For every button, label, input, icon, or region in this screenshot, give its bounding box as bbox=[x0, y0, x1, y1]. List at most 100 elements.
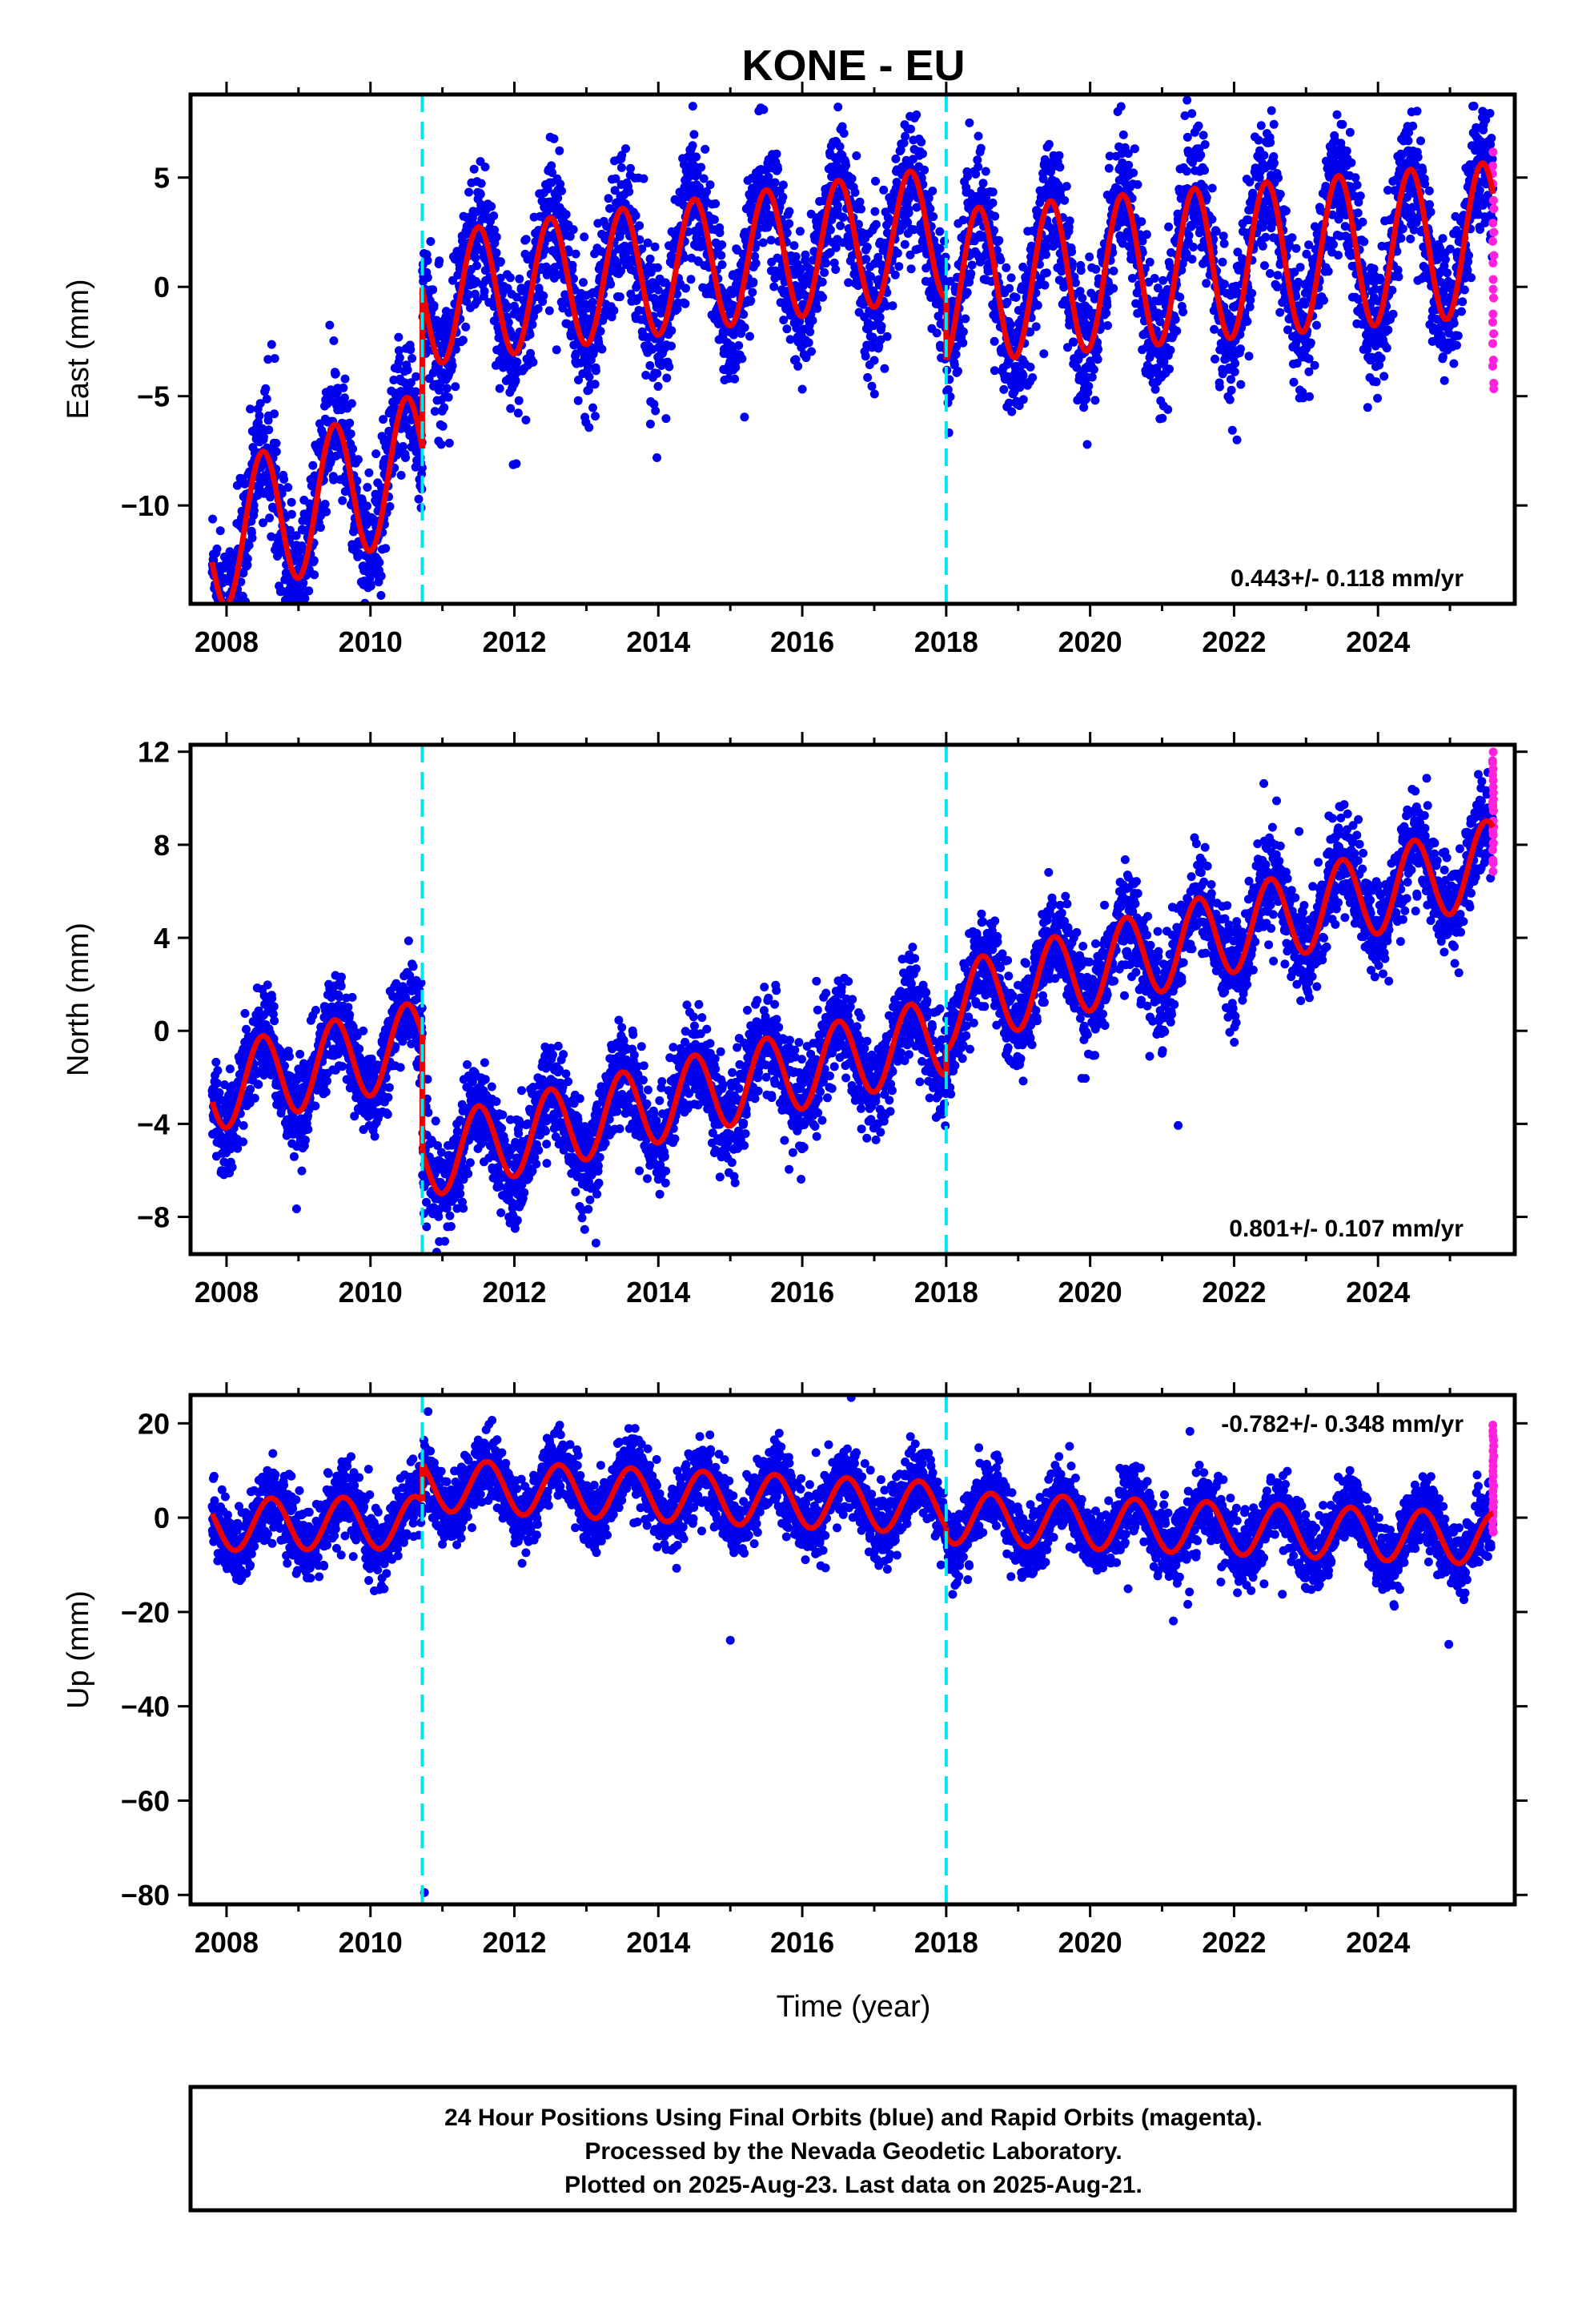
final-orbit-point bbox=[1042, 268, 1051, 278]
final-orbit-point bbox=[667, 326, 677, 336]
final-orbit-point bbox=[426, 237, 436, 246]
final-orbit-point bbox=[1363, 403, 1372, 412]
final-orbit-point bbox=[331, 369, 340, 379]
final-orbit-point bbox=[645, 361, 655, 370]
final-orbit-point bbox=[641, 371, 651, 380]
final-orbit-point bbox=[789, 241, 799, 251]
final-orbit-point bbox=[644, 333, 653, 343]
final-orbit-point bbox=[667, 341, 676, 351]
final-orbit-point bbox=[813, 304, 822, 313]
final-orbit-point bbox=[871, 219, 881, 229]
final-orbit-point bbox=[561, 210, 571, 219]
final-orbit-point bbox=[1260, 261, 1269, 271]
final-orbit-point bbox=[271, 447, 281, 456]
final-orbit-point bbox=[1145, 257, 1154, 267]
final-orbit-point bbox=[1398, 224, 1407, 234]
final-orbit-point bbox=[626, 289, 636, 299]
final-orbit-point bbox=[1102, 308, 1111, 318]
final-orbit-point bbox=[352, 476, 362, 485]
final-orbit-point bbox=[888, 301, 897, 311]
final-orbit-point bbox=[506, 404, 516, 413]
final-orbit-point bbox=[643, 238, 652, 247]
final-orbit-point bbox=[496, 257, 505, 267]
final-orbit-point bbox=[1006, 320, 1015, 330]
final-orbit-point bbox=[785, 207, 794, 216]
final-orbit-point bbox=[511, 376, 520, 385]
final-orbit-point bbox=[1067, 247, 1077, 256]
final-orbit-point bbox=[458, 336, 468, 345]
final-orbit-point bbox=[869, 356, 879, 365]
final-orbit-point bbox=[271, 439, 281, 448]
final-orbit-point bbox=[847, 174, 857, 183]
final-orbit-point bbox=[423, 255, 432, 265]
final-orbit-point bbox=[464, 187, 474, 197]
final-orbit-point bbox=[1158, 275, 1168, 285]
final-orbit-point bbox=[401, 453, 410, 462]
final-orbit-point bbox=[523, 255, 532, 264]
final-orbit-point bbox=[1347, 158, 1356, 167]
final-orbit-point bbox=[1295, 263, 1305, 272]
final-orbit-point bbox=[624, 187, 634, 196]
final-orbit-point bbox=[1256, 121, 1266, 131]
final-orbit-point bbox=[1379, 372, 1389, 381]
final-orbit-point bbox=[557, 186, 566, 195]
final-orbit-point bbox=[1342, 147, 1351, 155]
final-orbit-point bbox=[596, 327, 605, 336]
final-orbit-point bbox=[573, 396, 583, 405]
final-orbit-point bbox=[584, 423, 594, 432]
final-orbit-point bbox=[1044, 139, 1054, 149]
final-orbit-point bbox=[1219, 279, 1229, 289]
final-orbit-point bbox=[1004, 398, 1014, 408]
final-orbit-point bbox=[906, 124, 915, 134]
final-orbit-point bbox=[990, 211, 1000, 221]
final-orbit-point bbox=[1055, 163, 1065, 172]
final-orbit-point bbox=[769, 282, 779, 292]
final-orbit-point bbox=[512, 459, 521, 468]
final-orbit-point bbox=[1373, 393, 1383, 403]
final-orbit-point bbox=[547, 161, 556, 171]
final-orbit-point bbox=[525, 330, 535, 340]
final-orbit-point bbox=[259, 432, 268, 441]
final-orbit-point bbox=[879, 185, 889, 195]
final-orbit-point bbox=[1396, 234, 1406, 243]
final-orbit-point bbox=[1170, 315, 1180, 324]
final-orbit-point bbox=[263, 355, 273, 364]
final-orbit-point bbox=[1371, 377, 1381, 387]
final-orbit-point bbox=[661, 414, 671, 424]
final-orbit-point bbox=[912, 110, 921, 119]
final-orbit-point bbox=[1189, 243, 1198, 251]
final-orbit-point bbox=[918, 149, 927, 159]
final-orbit-point bbox=[291, 531, 301, 541]
final-orbit-point bbox=[1031, 322, 1041, 332]
final-orbit-point bbox=[549, 134, 559, 143]
final-orbit-point bbox=[793, 361, 803, 371]
final-orbit-point bbox=[717, 240, 727, 250]
final-orbit-point bbox=[616, 163, 626, 172]
final-orbit-point bbox=[920, 165, 930, 175]
final-orbit-point bbox=[893, 248, 902, 258]
final-orbit-point bbox=[1312, 320, 1321, 330]
final-orbit-point bbox=[395, 353, 404, 363]
final-orbit-point bbox=[869, 389, 879, 399]
final-orbit-point bbox=[442, 384, 452, 393]
final-orbit-point bbox=[904, 208, 913, 218]
final-orbit-point bbox=[568, 260, 577, 270]
final-orbit-point bbox=[645, 420, 655, 428]
final-orbit-point bbox=[681, 299, 690, 308]
final-orbit-point bbox=[1267, 106, 1276, 115]
final-orbit-point bbox=[287, 509, 296, 519]
final-orbit-point bbox=[926, 204, 935, 214]
final-orbit-point bbox=[448, 361, 457, 371]
final-orbit-point bbox=[1359, 237, 1369, 247]
final-orbit-point bbox=[1028, 373, 1038, 382]
final-orbit-point bbox=[821, 259, 831, 268]
final-orbit-point bbox=[1116, 102, 1126, 111]
final-orbit-point bbox=[702, 187, 711, 196]
final-orbit-point bbox=[270, 354, 279, 364]
final-orbit-point bbox=[692, 152, 701, 162]
final-orbit-point bbox=[514, 396, 524, 405]
final-orbit-point bbox=[1345, 127, 1355, 137]
final-orbit-point bbox=[1054, 151, 1064, 160]
final-orbit-point bbox=[1287, 233, 1297, 243]
